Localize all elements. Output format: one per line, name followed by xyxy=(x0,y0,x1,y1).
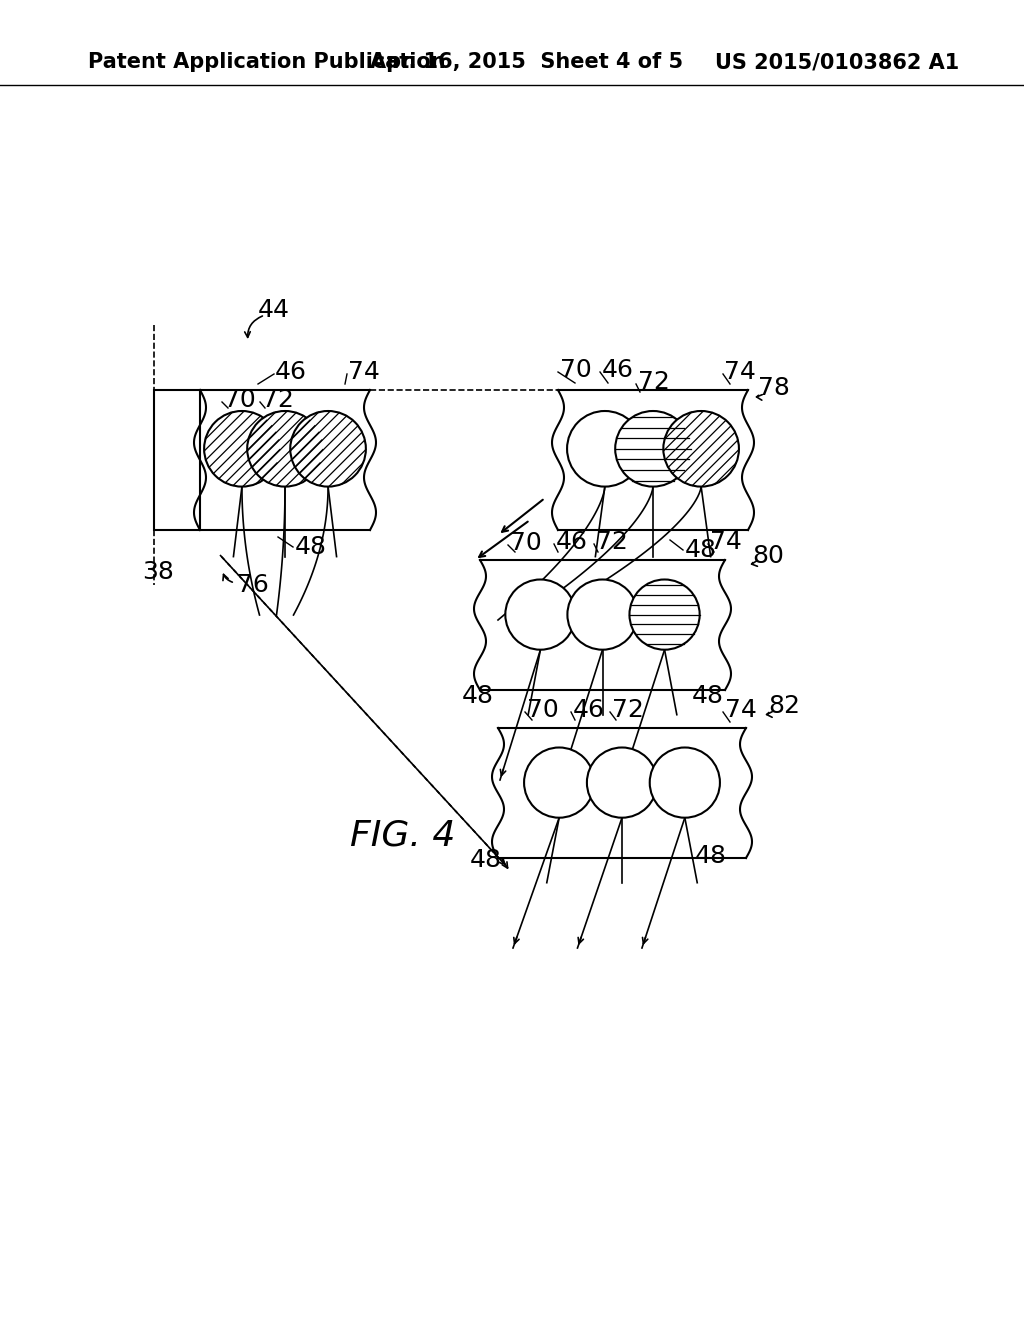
Text: 74: 74 xyxy=(725,698,757,722)
Text: US 2015/0103862 A1: US 2015/0103862 A1 xyxy=(715,51,959,73)
Circle shape xyxy=(505,579,575,649)
Text: 48: 48 xyxy=(470,847,502,873)
Text: 70: 70 xyxy=(560,358,592,381)
Text: 72: 72 xyxy=(638,370,670,393)
Text: 72: 72 xyxy=(612,698,644,722)
Text: 48: 48 xyxy=(695,843,727,869)
Text: 48: 48 xyxy=(692,684,724,708)
Text: 74: 74 xyxy=(710,531,741,554)
Text: 48: 48 xyxy=(295,535,327,558)
Text: 48: 48 xyxy=(685,539,717,562)
Text: 48: 48 xyxy=(462,684,494,708)
Circle shape xyxy=(290,411,366,487)
Text: FIG. 4: FIG. 4 xyxy=(350,818,456,851)
Text: 46: 46 xyxy=(602,358,634,381)
Text: Patent Application Publication: Patent Application Publication xyxy=(88,51,445,73)
Circle shape xyxy=(524,747,594,817)
Circle shape xyxy=(664,411,739,487)
Text: 38: 38 xyxy=(142,560,174,583)
Circle shape xyxy=(204,411,280,487)
Text: 44: 44 xyxy=(258,298,290,322)
Circle shape xyxy=(567,579,638,649)
Circle shape xyxy=(630,579,699,649)
Text: 72: 72 xyxy=(262,388,294,412)
Text: 46: 46 xyxy=(573,698,605,722)
Text: 46: 46 xyxy=(275,360,307,384)
Text: 74: 74 xyxy=(724,360,756,384)
Text: Apr. 16, 2015  Sheet 4 of 5: Apr. 16, 2015 Sheet 4 of 5 xyxy=(370,51,683,73)
Circle shape xyxy=(587,747,657,817)
Text: 78: 78 xyxy=(758,376,790,400)
Circle shape xyxy=(649,747,720,817)
Text: 70: 70 xyxy=(224,388,256,412)
Text: 46: 46 xyxy=(556,531,588,554)
Bar xyxy=(154,389,200,531)
Circle shape xyxy=(615,411,691,487)
Text: 72: 72 xyxy=(596,531,628,554)
Text: 80: 80 xyxy=(752,544,784,568)
Text: 74: 74 xyxy=(348,360,380,384)
Text: 76: 76 xyxy=(237,573,269,597)
Circle shape xyxy=(247,411,323,487)
Text: 82: 82 xyxy=(768,694,800,718)
Text: 70: 70 xyxy=(510,531,542,554)
Circle shape xyxy=(567,411,643,487)
Text: 70: 70 xyxy=(527,698,559,722)
